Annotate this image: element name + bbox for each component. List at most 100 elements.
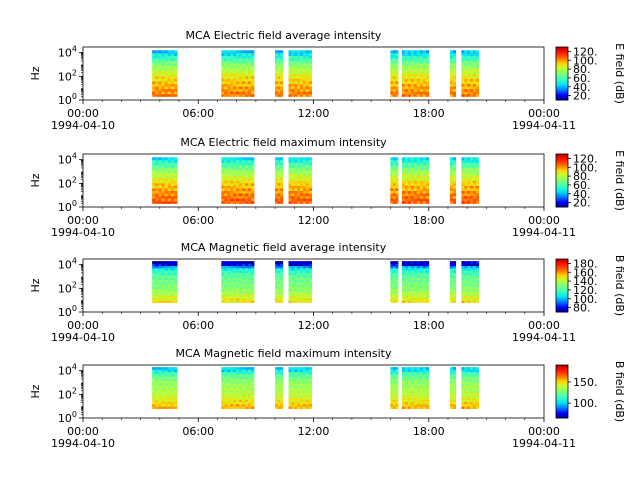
heat-cell (305, 75, 310, 79)
heat-cell (410, 390, 415, 393)
heat-cell (467, 159, 471, 163)
heat-cell (242, 175, 246, 179)
heat-cell (164, 284, 169, 287)
heat-cell (392, 182, 396, 186)
heat-cell (305, 175, 310, 179)
heat-cell (297, 55, 301, 59)
heat-cell (470, 180, 474, 184)
heat-cell (236, 198, 240, 202)
heat-cell (280, 274, 284, 278)
heat-cell (395, 83, 399, 87)
heat-cell (467, 369, 471, 373)
heat-cell (425, 190, 430, 194)
x-tick-date: 1994-04-10 (51, 119, 115, 132)
heat-cell (392, 293, 396, 297)
heat-cell (248, 185, 252, 189)
heat-cell (425, 270, 430, 273)
heat-cell (280, 374, 284, 377)
heat-cell (161, 68, 166, 72)
heat-cell (288, 390, 292, 393)
heat-cell (410, 399, 415, 403)
heat-cell (467, 277, 471, 280)
heat-cell (300, 399, 304, 403)
heat-cell (452, 265, 457, 269)
heat-cell (245, 167, 249, 171)
heat-cell (297, 300, 301, 303)
heat-cell (404, 193, 409, 197)
heat-cell (161, 180, 166, 184)
colorbar-segment (556, 310, 568, 313)
heat-cell (472, 91, 477, 95)
heat-cell (407, 403, 412, 407)
heat-cell (161, 81, 166, 85)
heat-cell (294, 385, 298, 389)
heat-cell (221, 185, 225, 189)
heat-cell (464, 167, 468, 171)
heat-cell (390, 190, 394, 194)
heat-cell (174, 170, 178, 174)
heat-cell (294, 65, 298, 69)
heat-cell (288, 268, 292, 271)
heat-cell (167, 277, 172, 280)
heat-cell (230, 91, 234, 95)
heat-cell (155, 401, 159, 405)
heat-cell (395, 193, 399, 197)
heat-cell (416, 65, 421, 69)
heat-cell (239, 387, 243, 391)
heat-cell (305, 392, 310, 396)
y-axis-label: Hz (29, 384, 42, 398)
heat-cell (395, 288, 399, 292)
heat-cell (242, 180, 246, 184)
x-tick-label: 12:00 (298, 319, 330, 332)
heat-cell (392, 68, 396, 72)
heat-cell (221, 263, 225, 267)
heat-cell (472, 68, 477, 72)
heat-cell (302, 401, 307, 405)
heat-cell (413, 265, 418, 269)
heat-cell (248, 378, 252, 382)
heat-cell (392, 399, 396, 403)
heat-cell (280, 277, 284, 280)
heat-cell (291, 81, 295, 85)
heat-cell (288, 406, 292, 409)
heat-cell (425, 81, 430, 85)
heat-cell (164, 200, 169, 204)
heat-cell (221, 293, 225, 297)
heat-cell (294, 75, 298, 79)
heat-cell (158, 86, 162, 90)
heat-cell (275, 193, 279, 197)
x-tick-label: 00:00 (67, 425, 99, 438)
heat-cell (250, 159, 255, 163)
heat-cell (174, 279, 178, 283)
heat-cell (242, 277, 246, 280)
heat-cell (461, 159, 465, 163)
heat-cell (413, 387, 418, 391)
heat-cell (467, 86, 471, 90)
heat-cell (410, 60, 415, 64)
heat-cell (401, 91, 406, 95)
heat-cell (302, 162, 307, 166)
heat-cell (464, 185, 468, 189)
heat-cell (425, 265, 430, 269)
heat-cell (390, 399, 394, 403)
heat-cell (248, 68, 252, 72)
heat-cell (224, 83, 228, 87)
heat-cell (425, 91, 430, 95)
heat-cell (475, 272, 480, 276)
heat-cell (302, 86, 307, 90)
heat-cell (245, 159, 249, 163)
heat-cell (470, 300, 474, 303)
heat-cell (407, 182, 412, 186)
heat-cell (174, 397, 178, 400)
heat-cell (416, 403, 421, 407)
heat-cell (464, 376, 468, 379)
chart-title: MCA Electric field average intensity (186, 29, 382, 42)
heat-cell (152, 195, 156, 199)
heat-cell (395, 57, 399, 61)
heat-cell (390, 383, 394, 386)
heat-cell (275, 81, 279, 85)
heat-cell (170, 172, 175, 176)
heat-cell (305, 180, 310, 184)
heat-cell (245, 193, 249, 197)
